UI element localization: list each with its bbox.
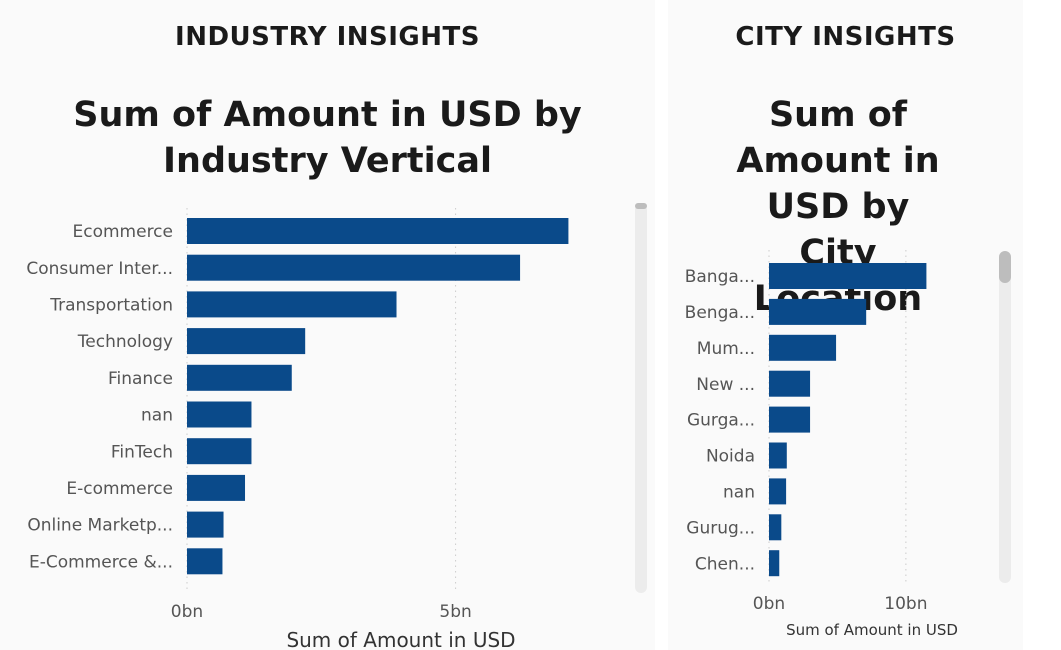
city-section-title: CITY INSIGHTS: [735, 22, 956, 52]
industry-bar-ecommerce[interactable]: [187, 218, 569, 244]
industry-x-tick-label: 5bn: [439, 602, 471, 622]
industry-chart-scrollbar[interactable]: [635, 203, 647, 593]
industry-bar-fintech[interactable]: [187, 438, 252, 465]
industry-bar-e-commerce[interactable]: [187, 548, 223, 575]
industry-bar-nan[interactable]: [187, 401, 252, 428]
industry-category-label: nan: [141, 406, 173, 426]
city-category-label: Gurug...: [686, 518, 755, 538]
city-bar-benga[interactable]: [769, 298, 867, 325]
city-bar-nan[interactable]: [769, 478, 787, 505]
industry-category-label: Consumer Inter...: [26, 259, 173, 279]
industry-scroll-thumb[interactable]: [635, 203, 647, 209]
industry-x-axis-title: Sum of Amount in USD: [286, 628, 515, 650]
city-bar-noida[interactable]: [769, 442, 787, 469]
city-category-label: New ...: [696, 375, 755, 395]
city-category-label: Noida: [706, 447, 755, 467]
industry-section-title: INDUSTRY INSIGHTS: [175, 22, 480, 52]
industry-category-label: Online Marketp...: [27, 516, 173, 536]
industry-category-label: Finance: [108, 369, 173, 389]
city-category-label: Banga...: [685, 267, 755, 287]
industry-chart-title: Sum of Amount in USD by Industry Vertica…: [73, 95, 582, 181]
industry-bar-e-commerce[interactable]: [187, 474, 246, 501]
city-bar-gurug[interactable]: [769, 514, 782, 541]
city-x-axis-title: Sum of Amount in USD: [786, 621, 958, 639]
industry-category-label: FinTech: [111, 442, 173, 462]
industry-x-tick-label: 0bn: [171, 602, 203, 622]
industry-bar-chart: 0bn 5bn Ecommerce Consumer Inter... Transpor…: [26, 208, 569, 650]
industry-bar-finance[interactable]: [187, 364, 292, 391]
city-bar-chart: 0bn 10bn Banga... Benga... Mum... New ... Gurg…: [685, 250, 958, 639]
city-bar-mum[interactable]: [769, 334, 837, 361]
city-category-label: nan: [723, 483, 755, 503]
city-bar-new[interactable]: [769, 370, 811, 397]
city-bar-gurga[interactable]: [769, 406, 811, 433]
city-x-tick-label: 0bn: [753, 594, 785, 614]
city-scroll-thumb[interactable]: [999, 251, 1011, 283]
industry-bar-technology[interactable]: [187, 328, 306, 355]
industry-category-label: E-Commerce &...: [29, 552, 173, 572]
industry-category-label: Ecommerce: [73, 222, 174, 242]
industry-bar-transportation[interactable]: [187, 291, 397, 318]
city-x-tick-label: 10bn: [884, 594, 927, 614]
industry-bar-consumer-inter[interactable]: [187, 254, 521, 281]
industry-category-label: Transportation: [49, 296, 173, 316]
industry-category-label: Technology: [77, 332, 173, 352]
city-category-label: Mum...: [697, 339, 755, 359]
city-category-label: Benga...: [685, 303, 755, 323]
city-category-label: Gurga...: [687, 411, 755, 431]
city-bar-banga[interactable]: [769, 263, 927, 289]
city-chart-scrollbar[interactable]: [999, 251, 1011, 583]
industry-category-label: E-commerce: [66, 479, 173, 499]
industry-insights-panel: INDUSTRY INSIGHTS Sum of Amount in USD b…: [26, 22, 647, 650]
city-category-label: Chen...: [695, 554, 755, 574]
city-insights-panel: CITY INSIGHTS Sum of Amount in USD by Ci…: [668, 0, 1023, 650]
industry-bar-online-marketp[interactable]: [187, 511, 224, 538]
city-bar-chen[interactable]: [769, 550, 780, 577]
